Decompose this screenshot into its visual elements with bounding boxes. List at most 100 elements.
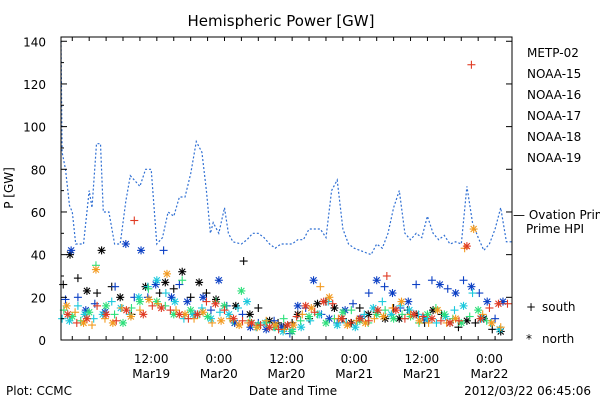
x-tick-time-label: 12:00 bbox=[269, 352, 304, 366]
noaa-15-north-point bbox=[199, 293, 208, 302]
x-tick-time-label: 0:00 bbox=[476, 352, 503, 366]
noaa-19-north-point bbox=[139, 310, 148, 319]
noaa-19-north-point bbox=[283, 321, 292, 330]
x-tick-date-label: Mar19 bbox=[132, 367, 170, 381]
noaa-16-south-point bbox=[468, 289, 477, 298]
noaa-19-north-point bbox=[63, 310, 72, 319]
noaa-17-north-point bbox=[135, 297, 144, 306]
legend-item-metp-02: METP-02 bbox=[527, 46, 579, 60]
plot-credit: Plot: CCMC bbox=[6, 384, 72, 398]
legend-item-noaa-16: NOAA-16 bbox=[527, 88, 581, 102]
noaa-17-north-point bbox=[440, 310, 449, 319]
y-tick-label: 140 bbox=[23, 35, 46, 49]
noaa-19-south-point bbox=[238, 316, 247, 325]
noaa-15-south-point bbox=[459, 276, 468, 285]
noaa-15-north-point bbox=[183, 297, 192, 306]
noaa-18-south-point bbox=[135, 306, 144, 315]
noaa-19-south-point bbox=[467, 60, 476, 69]
noaa-15-south-point bbox=[175, 280, 184, 289]
noaa-16-south-point bbox=[450, 306, 459, 315]
noaa-16-south-point bbox=[378, 297, 387, 306]
noaa-19-south-point bbox=[130, 216, 139, 225]
x-tick-date-label: Mar20 bbox=[268, 367, 306, 381]
noaa-18-north-point bbox=[91, 265, 100, 274]
noaa-17-south-point bbox=[144, 284, 153, 293]
noaa-15-north-point bbox=[435, 280, 444, 289]
noaa-18-south-point bbox=[316, 282, 325, 291]
noaa-15-south-point bbox=[427, 276, 436, 285]
noaa-15-south-point bbox=[349, 299, 358, 308]
noaa-17-north-point bbox=[389, 314, 398, 323]
noaa-19-north-point bbox=[122, 306, 131, 315]
noaa-17-south-point bbox=[398, 310, 407, 319]
metp-02-south-point bbox=[93, 289, 102, 298]
noaa-15-south-point bbox=[412, 280, 421, 289]
ovation-legend: — Ovation Prime HPI Prime HPI bbox=[513, 208, 600, 236]
noaa-18-south-point bbox=[262, 316, 271, 325]
metp-02-north-point bbox=[313, 299, 322, 308]
noaa-19-north-point bbox=[229, 314, 238, 323]
x-tick-date-label: Mar21 bbox=[335, 367, 373, 381]
noaa-18-north-point bbox=[469, 225, 478, 234]
y-tick-label: 120 bbox=[23, 78, 46, 92]
metp-02-north-point bbox=[82, 286, 91, 295]
timestamp: 2012/03/22 06:45:06 bbox=[464, 384, 591, 398]
metp-02-south-point bbox=[169, 284, 178, 293]
noaa-16-south-point bbox=[432, 318, 441, 327]
marker-legend: + south * north bbox=[526, 300, 576, 346]
noaa-16-north-point bbox=[170, 297, 179, 306]
metp-02-south-point bbox=[73, 274, 82, 283]
noaa-15-south-point bbox=[111, 282, 120, 291]
south-marker-label: south bbox=[542, 300, 576, 314]
noaa-15-south-point bbox=[475, 289, 484, 298]
noaa-17-north-point bbox=[237, 286, 246, 295]
noaa-16-north-point bbox=[243, 297, 252, 306]
noaa-18-north-point bbox=[433, 306, 442, 315]
noaa-19-south-point bbox=[364, 316, 373, 325]
noaa-16-north-point bbox=[459, 301, 468, 310]
ovation-prime-hpi-line bbox=[60, 41, 512, 256]
noaa-19-south-point bbox=[400, 314, 409, 323]
x-tick-time-label: 0:00 bbox=[205, 352, 232, 366]
noaa-16-south-point bbox=[107, 297, 116, 306]
y-tick-label: 60 bbox=[31, 206, 46, 220]
noaa-18-north-point bbox=[271, 321, 280, 330]
noaa-16-north-point bbox=[297, 323, 306, 332]
noaa-18-south-point bbox=[208, 318, 217, 327]
noaa-18-south-point bbox=[298, 310, 307, 319]
noaa-16-north-point bbox=[65, 316, 74, 325]
noaa-18-south-point bbox=[153, 299, 162, 308]
noaa-18-south-point bbox=[88, 321, 97, 330]
noaa-17-north-point bbox=[102, 301, 111, 310]
noaa-18-north-point bbox=[397, 297, 406, 306]
noaa-19-south-point bbox=[184, 314, 193, 323]
legend-item-noaa-18: NOAA-18 bbox=[527, 130, 581, 144]
noaa-16-north-point bbox=[152, 276, 161, 285]
noaa-17-north-point bbox=[338, 308, 347, 317]
x-tick-date-label: Mar20 bbox=[200, 367, 238, 381]
noaa-15-north-point bbox=[388, 289, 397, 298]
noaa-19-south-point bbox=[148, 301, 157, 310]
noaa-19-north-point bbox=[211, 299, 220, 308]
noaa-18-north-point bbox=[217, 316, 226, 325]
noaa-19-north-point bbox=[102, 310, 111, 319]
legend-item-noaa-17: NOAA-17 bbox=[527, 109, 581, 123]
noaa-19-north-point bbox=[462, 242, 471, 251]
noaa-16-north-point bbox=[279, 327, 288, 336]
noaa-19-south-point bbox=[346, 318, 355, 327]
noaa-15-north-point bbox=[467, 282, 476, 291]
legend: METP-02 NOAA-15 NOAA-16 NOAA-17 NOAA-18 NOAA-… bbox=[527, 46, 581, 165]
metp-02-south-point bbox=[239, 257, 248, 266]
noaa-18-north-point bbox=[379, 312, 388, 321]
noaa-15-south-point bbox=[380, 282, 389, 291]
noaa-19-south-point bbox=[310, 308, 319, 317]
noaa-19-north-point bbox=[427, 314, 436, 323]
y-tick-label: 0 bbox=[38, 334, 46, 348]
noaa-19-south-point bbox=[256, 321, 265, 330]
noaa-17-south-point bbox=[110, 310, 119, 319]
noaa-18-north-point bbox=[361, 318, 370, 327]
ovation-legend-label-2: Prime HPI bbox=[526, 222, 584, 236]
noaa-15-south-point bbox=[73, 293, 82, 302]
noaa-15-north-point bbox=[214, 276, 223, 285]
noaa-17-north-point bbox=[288, 327, 297, 336]
